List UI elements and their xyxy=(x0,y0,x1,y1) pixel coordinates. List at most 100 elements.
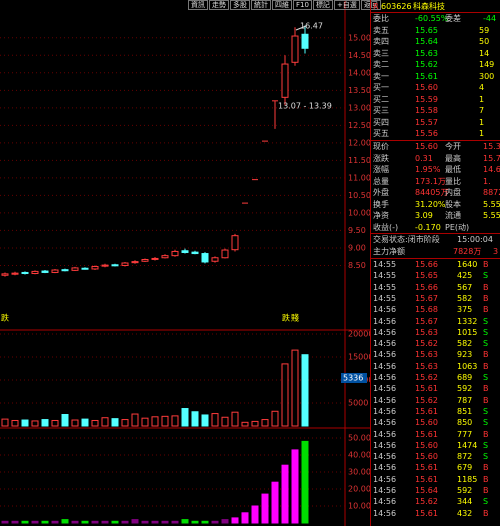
bar xyxy=(1,520,9,524)
toolbar-button[interactable]: 資訊 xyxy=(188,0,208,10)
bar xyxy=(191,520,199,524)
tick-time: 14:55 xyxy=(373,282,397,292)
tick-side: B xyxy=(483,474,489,484)
stat-cell: 1. xyxy=(483,176,491,186)
stat-cell: 15.60 xyxy=(415,142,438,151)
tick-side: S xyxy=(483,339,489,349)
toolbar-button[interactable]: 多股 xyxy=(230,0,250,10)
tick-side: B xyxy=(483,305,489,315)
book-cell: 1 xyxy=(479,129,485,138)
stat-cell: 涨跌 xyxy=(373,153,389,163)
bar xyxy=(261,419,269,427)
bar xyxy=(241,421,249,427)
tick-price: 15.63 xyxy=(415,327,438,337)
book-cell: 卖四 xyxy=(373,37,389,46)
candle-body xyxy=(21,271,29,275)
tick-volume: 592 xyxy=(457,384,473,394)
flow-value: 7828万 xyxy=(453,247,482,256)
tick-price: 15.65 xyxy=(415,271,438,281)
tick-price: 15.63 xyxy=(415,361,438,371)
bar xyxy=(11,520,19,524)
tick-volume: 567 xyxy=(457,282,473,292)
candle-body xyxy=(91,266,99,270)
book-cell: 委差 xyxy=(445,14,461,23)
cursor-box xyxy=(341,373,367,383)
tick-side: B xyxy=(483,463,489,473)
bar xyxy=(161,520,169,524)
stat-cell: 流通 xyxy=(445,211,461,220)
tick-volume: 1015 xyxy=(457,327,478,337)
book-cell: 15.64 xyxy=(415,37,438,46)
quote-row: 14:55 15.65 425 S xyxy=(371,270,500,281)
tick-volume: 425 xyxy=(457,271,473,281)
toolbar-button[interactable]: F10 xyxy=(293,0,312,10)
candle-body xyxy=(211,257,219,262)
quote-row: 14:56 15.61 679 B xyxy=(371,462,500,473)
tick-time: 14:56 xyxy=(373,384,397,394)
quote-row: 委比 -60.55% 委差 -44 xyxy=(371,13,500,24)
quote-row: 买一 15.60 4 xyxy=(371,82,500,93)
candle-body xyxy=(41,270,49,273)
tick-price: 15.60 xyxy=(415,440,438,450)
bar xyxy=(271,410,279,427)
stat-cell: 今开 xyxy=(445,142,461,151)
quote-row: 卖二 15.62 149 xyxy=(371,59,500,70)
tick-side: B xyxy=(483,282,489,292)
separator xyxy=(371,12,500,13)
book-cell: 15.65 xyxy=(415,25,438,35)
tick-price: 15.61 xyxy=(415,384,438,394)
tick-volume: 679 xyxy=(457,463,473,473)
quote-row: 卖四 15.64 50 xyxy=(371,36,500,47)
y-tick-label: 50.00 xyxy=(348,433,370,442)
bar xyxy=(161,415,169,427)
quote-row: 14:56 15.61 1185 B xyxy=(371,474,500,485)
book-cell: 卖五 xyxy=(373,25,389,35)
y-tick-label: 10.00 xyxy=(348,501,370,510)
toolbar-button[interactable]: +自選 xyxy=(333,0,360,10)
toolbar-button[interactable]: 走勢 xyxy=(209,0,229,10)
tick-price: 15.61 xyxy=(415,406,438,416)
tick-price: 15.67 xyxy=(415,316,438,326)
y-tick-label: 8.50 xyxy=(348,261,366,270)
toolbar-button[interactable]: 統計 xyxy=(251,0,271,10)
quote-row: 14:56 15.60 850 S xyxy=(371,417,500,428)
candle-body xyxy=(131,261,139,264)
bar xyxy=(121,520,129,524)
separator xyxy=(371,258,500,259)
bar xyxy=(211,413,219,427)
separator xyxy=(371,233,500,234)
quote-row: 14:56 15.62 344 S xyxy=(371,496,500,507)
stat-cell: 涨幅 xyxy=(373,165,389,174)
candle-body xyxy=(81,267,89,270)
stat-cell: 88727 xyxy=(483,188,500,197)
candle-body xyxy=(291,35,299,63)
tick-price: 15.60 xyxy=(415,452,438,462)
tick-side: B xyxy=(483,429,489,439)
tick-volume: 787 xyxy=(457,395,473,405)
annotation-line xyxy=(295,25,307,31)
book-cell: 50 xyxy=(479,37,490,46)
book-cell: -44 xyxy=(483,14,497,23)
bar xyxy=(51,520,59,524)
tick-volume: 1063 xyxy=(457,361,478,371)
toolbar-button[interactable]: 標記 xyxy=(312,0,333,10)
bar xyxy=(281,363,289,427)
bar xyxy=(301,354,309,427)
toolbar-button[interactable]: 四維 xyxy=(272,0,292,10)
separator xyxy=(371,140,500,141)
tick-price: 15.62 xyxy=(415,497,438,507)
tick-side: S xyxy=(483,373,489,382)
quote-row: 收益(-) -0.170 PE(动) xyxy=(371,222,500,233)
tick-time: 14:56 xyxy=(373,350,397,360)
bar xyxy=(231,517,239,524)
quote-row: 买五 15.56 1 xyxy=(371,128,500,139)
tick-price: 15.61 xyxy=(415,463,438,473)
bar xyxy=(31,420,39,427)
quote-panel: R 603626 科森科技 委比 -60.55% 委差 -44 卖五 15.65 59 卖四 15.6… xyxy=(370,0,500,526)
tick-volume: 777 xyxy=(457,429,473,439)
stat-cell: 173.1万 xyxy=(415,176,446,186)
tick-time: 14:56 xyxy=(373,361,397,371)
quote-row: 14:56 15.61 777 B xyxy=(371,429,500,440)
bar xyxy=(11,419,19,427)
